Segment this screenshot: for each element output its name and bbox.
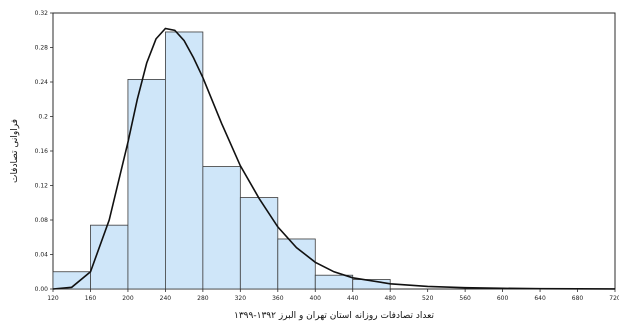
y-axis-title: فراوانی تصادفات xyxy=(10,119,20,183)
histogram-bar-3 xyxy=(164,31,204,290)
histogram-bar-2 xyxy=(127,79,166,290)
x-axis-ticks: 120 160 200 240 280 320 360 400 440 480 520 560 600 6… xyxy=(47,289,619,302)
y-tick-label-7: 0.28 xyxy=(35,45,49,52)
x-tick-label-5: 320 xyxy=(235,295,247,302)
y-tick-label-6: 0.24 xyxy=(35,79,49,86)
histogram-bars xyxy=(52,31,391,290)
x-tick-label-2: 200 xyxy=(122,295,134,302)
x-tick-label-15: 720 xyxy=(609,295,619,302)
x-tick-label-12: 600 xyxy=(497,295,509,302)
x-tick-label-1: 160 xyxy=(85,295,97,302)
x-tick-label-7: 400 xyxy=(310,295,322,302)
histogram-bar-7 xyxy=(314,274,354,290)
x-axis-title: تعداد تصادفات روزانه استان تهران و البرز… xyxy=(234,311,434,321)
density-curve xyxy=(52,27,616,290)
x-tick-label-0: 120 xyxy=(47,295,59,302)
x-tick-label-9: 480 xyxy=(384,295,396,302)
y-tick-label-3: 0.12 xyxy=(35,183,49,190)
y-tick-label-2: 0.08 xyxy=(35,217,49,224)
y-axis-ticks: 0.00 0.04 0.08 0.12 0.16 0.2 0.24 0.28 0.32 xyxy=(35,10,53,293)
y-tick-label-4: 0.16 xyxy=(35,148,49,155)
x-tick-label-6: 360 xyxy=(272,295,284,302)
x-tick-label-14: 680 xyxy=(572,295,584,302)
x-tick-label-8: 440 xyxy=(347,295,359,302)
x-tick-label-11: 560 xyxy=(459,295,471,302)
y-tick-label-5: 0.2 xyxy=(38,114,48,121)
histogram-bar-1 xyxy=(90,224,129,290)
y-tick-label-1: 0.04 xyxy=(35,252,49,259)
y-tick-label-0: 0.00 xyxy=(35,286,49,293)
histogram-bar-5 xyxy=(239,197,279,290)
x-tick-label-4: 280 xyxy=(197,295,209,302)
x-tick-label-3: 240 xyxy=(160,295,172,302)
x-tick-label-10: 520 xyxy=(422,295,434,302)
y-tick-label-8: 0.32 xyxy=(35,10,49,17)
histogram-bar-4 xyxy=(202,166,241,290)
x-tick-label-13: 640 xyxy=(534,295,546,302)
